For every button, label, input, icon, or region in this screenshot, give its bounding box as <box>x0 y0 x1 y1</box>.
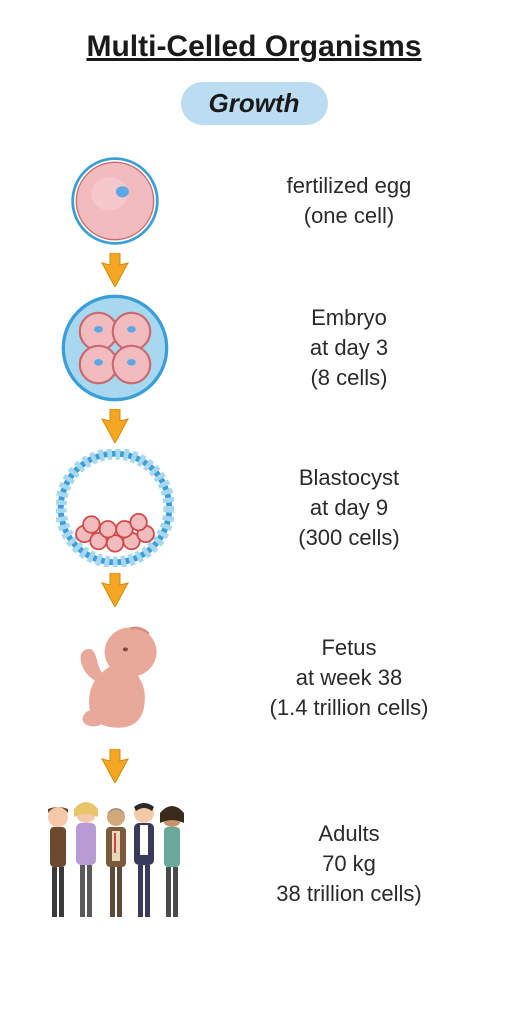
subtitle-pill: Growth <box>181 82 328 125</box>
stage-label: fertilized egg(one cell) <box>220 171 478 230</box>
arrow-icon <box>30 749 200 783</box>
stage-row: Fetusat week 38(1.4 trillion cells) <box>30 613 478 743</box>
stage-image <box>30 293 200 403</box>
stage-row: Embryoat day 3(8 cells) <box>30 293 478 403</box>
stages-column: fertilized egg(one cell) Embryoat day 3(… <box>0 155 508 939</box>
stage-image <box>30 155 200 247</box>
arrow-icon <box>30 409 200 443</box>
fertilized-egg-icon <box>69 155 161 247</box>
arrow-icon <box>30 253 200 287</box>
embryo-icon <box>60 293 170 403</box>
stage-label: Blastocystat day 9(300 cells) <box>220 463 478 552</box>
stage-row: Adults70 kg38 trillion cells) <box>30 789 478 939</box>
adults-icon <box>30 789 200 939</box>
stage-row: Blastocystat day 9(300 cells) <box>30 449 478 567</box>
stage-label: Adults70 kg38 trillion cells) <box>220 819 478 908</box>
stage-label: Fetusat week 38(1.4 trillion cells) <box>220 633 478 722</box>
arrow-icon <box>30 573 200 607</box>
blastocyst-icon <box>56 449 174 567</box>
stage-image <box>30 613 200 743</box>
stage-image <box>30 789 200 939</box>
stage-row: fertilized egg(one cell) <box>30 155 478 247</box>
stage-image <box>30 449 200 567</box>
fetus-icon <box>50 613 180 743</box>
page-title: Multi-Celled Organisms <box>86 30 421 64</box>
stage-label: Embryoat day 3(8 cells) <box>220 303 478 392</box>
